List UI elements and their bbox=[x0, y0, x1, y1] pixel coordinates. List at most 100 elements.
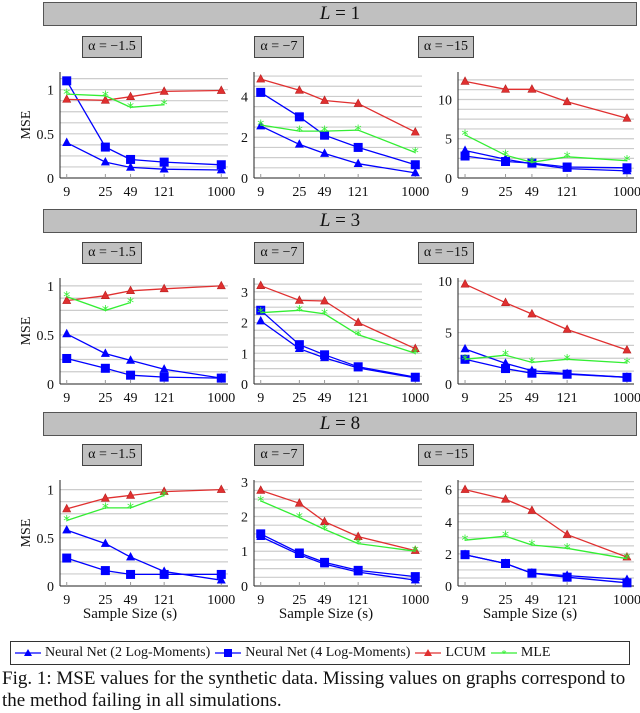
data-point-lcum bbox=[100, 95, 110, 104]
y-axis-label: MSE bbox=[19, 519, 34, 548]
data-point-lcum bbox=[62, 503, 72, 513]
data-point-mle: * bbox=[102, 501, 109, 517]
y-tick-label: 6 bbox=[445, 484, 452, 499]
line-chart: 0 0.5 1 9 25 49 121 1000 MSE * * * * bbox=[19, 480, 235, 608]
data-point-mle: * bbox=[623, 356, 630, 372]
data-point-lcum bbox=[62, 295, 72, 304]
x-tick-label: 9 bbox=[462, 185, 469, 200]
series-line-nn2 bbox=[260, 125, 416, 174]
data-point-lcum bbox=[501, 494, 511, 503]
data-point-nn4 bbox=[562, 572, 572, 582]
x-tick-label: 25 bbox=[98, 185, 112, 200]
data-point-mle: * bbox=[321, 307, 328, 323]
y-tick-label: 5 bbox=[445, 133, 452, 148]
data-point-mle: * bbox=[127, 501, 134, 517]
data-point-nn4 bbox=[256, 87, 266, 97]
x-tick-label: 49 bbox=[124, 391, 138, 406]
data-point-mle: * bbox=[412, 346, 419, 362]
data-point-lcum bbox=[100, 493, 110, 502]
data-point-nn4 bbox=[410, 160, 420, 170]
x-tick-label: 121 bbox=[557, 391, 578, 406]
data-point-nn2 bbox=[294, 139, 304, 148]
y-tick-label: 0 bbox=[445, 172, 452, 187]
data-point-mle: * bbox=[296, 124, 303, 140]
subplot-title: α = −1.5 bbox=[82, 444, 142, 466]
data-point-lcum bbox=[126, 91, 136, 101]
triangle-marker-icon bbox=[415, 649, 442, 656]
data-point-lcum bbox=[126, 285, 136, 295]
x-tick-label: 49 bbox=[124, 593, 138, 608]
x-tick-label: 1000 bbox=[401, 593, 429, 608]
data-point-lcum bbox=[294, 85, 304, 94]
y-tick-label: 1 bbox=[47, 484, 54, 499]
data-point-nn4 bbox=[622, 372, 632, 382]
data-point-nn2 bbox=[410, 167, 420, 177]
x-tick-label: 9 bbox=[462, 391, 469, 406]
data-point-mle: * bbox=[462, 533, 469, 549]
data-point-mle: * bbox=[161, 488, 168, 504]
y-tick-label: 0 bbox=[241, 378, 248, 393]
data-point-mle: * bbox=[564, 541, 571, 557]
x-tick-label: 49 bbox=[318, 391, 332, 406]
data-point-nn4 bbox=[294, 548, 304, 558]
data-point-nn4 bbox=[320, 130, 330, 140]
data-point-nn4 bbox=[216, 160, 226, 170]
data-point-mle: * bbox=[564, 150, 571, 166]
line-chart: 0 1 2 3 9 25 49 121 1000 * * * * * bbox=[241, 278, 429, 406]
data-point-nn2 bbox=[62, 328, 72, 338]
line-chart: 0 2 4 6 9 25 49 121 1000 * * * * * bbox=[445, 480, 640, 608]
data-point-nn2 bbox=[100, 156, 110, 166]
y-tick-label: 2 bbox=[445, 548, 452, 563]
x-tick-label: 9 bbox=[63, 185, 70, 200]
data-point-mle: * bbox=[257, 494, 264, 510]
x-tick-label: 9 bbox=[63, 593, 70, 608]
data-point-lcum bbox=[256, 280, 266, 289]
y-tick-label: 1 bbox=[47, 280, 54, 295]
data-point-mle: * bbox=[462, 352, 469, 368]
x-tick-label: 121 bbox=[348, 391, 369, 406]
data-point-mle: * bbox=[528, 355, 535, 371]
star-marker-icon: * bbox=[490, 648, 517, 658]
data-point-nn2 bbox=[256, 315, 266, 325]
series-line-mle bbox=[464, 354, 628, 364]
data-point-lcum bbox=[294, 295, 304, 304]
legend: Neural Net (2 Log-Moments) Neural Net (4… bbox=[10, 641, 630, 665]
data-point-mle: * bbox=[257, 306, 264, 322]
x-tick-label: 9 bbox=[462, 593, 469, 608]
legend-item-lcum: LCUM bbox=[414, 645, 486, 661]
subplot-title: α = −15 bbox=[418, 444, 474, 466]
series-line-lcum bbox=[464, 488, 628, 558]
x-tick-label: 121 bbox=[557, 593, 578, 608]
data-point-lcum bbox=[320, 295, 330, 305]
data-point-mle: * bbox=[63, 290, 70, 306]
y-axis-label: MSE bbox=[19, 317, 34, 346]
data-point-lcum bbox=[320, 95, 330, 104]
data-point-lcum bbox=[159, 283, 169, 293]
series-line-nn2 bbox=[260, 320, 416, 379]
data-point-mle: * bbox=[102, 303, 109, 319]
data-point-nn2 bbox=[126, 355, 136, 364]
y-tick-label: 2 bbox=[241, 317, 248, 332]
data-point-mle: * bbox=[63, 513, 70, 529]
data-point-nn4 bbox=[126, 370, 136, 380]
data-point-lcum bbox=[320, 516, 330, 526]
data-point-mle: * bbox=[355, 537, 362, 553]
data-point-lcum bbox=[410, 545, 420, 554]
line-chart: 0 1 2 3 9 25 49 121 1000 * * * * * bbox=[241, 476, 429, 608]
x-tick-label: 25 bbox=[499, 391, 513, 406]
data-point-lcum bbox=[410, 126, 420, 136]
y-axis-label: MSE bbox=[19, 111, 34, 140]
data-point-nn4 bbox=[353, 565, 363, 575]
y-tick-label: 10 bbox=[438, 275, 452, 290]
data-point-mle: * bbox=[623, 154, 630, 170]
x-tick-label: 1000 bbox=[613, 593, 640, 608]
x-tick-label: 121 bbox=[154, 391, 175, 406]
x-tick-label: 121 bbox=[348, 185, 369, 200]
x-tick-label: 25 bbox=[292, 391, 306, 406]
data-point-nn4 bbox=[294, 112, 304, 122]
y-tick-label: 3 bbox=[241, 476, 248, 491]
y-tick-label: 0.5 bbox=[37, 329, 55, 344]
banner-var: L bbox=[319, 210, 331, 231]
data-point-mle: * bbox=[102, 89, 109, 105]
data-point-nn4 bbox=[159, 372, 169, 382]
